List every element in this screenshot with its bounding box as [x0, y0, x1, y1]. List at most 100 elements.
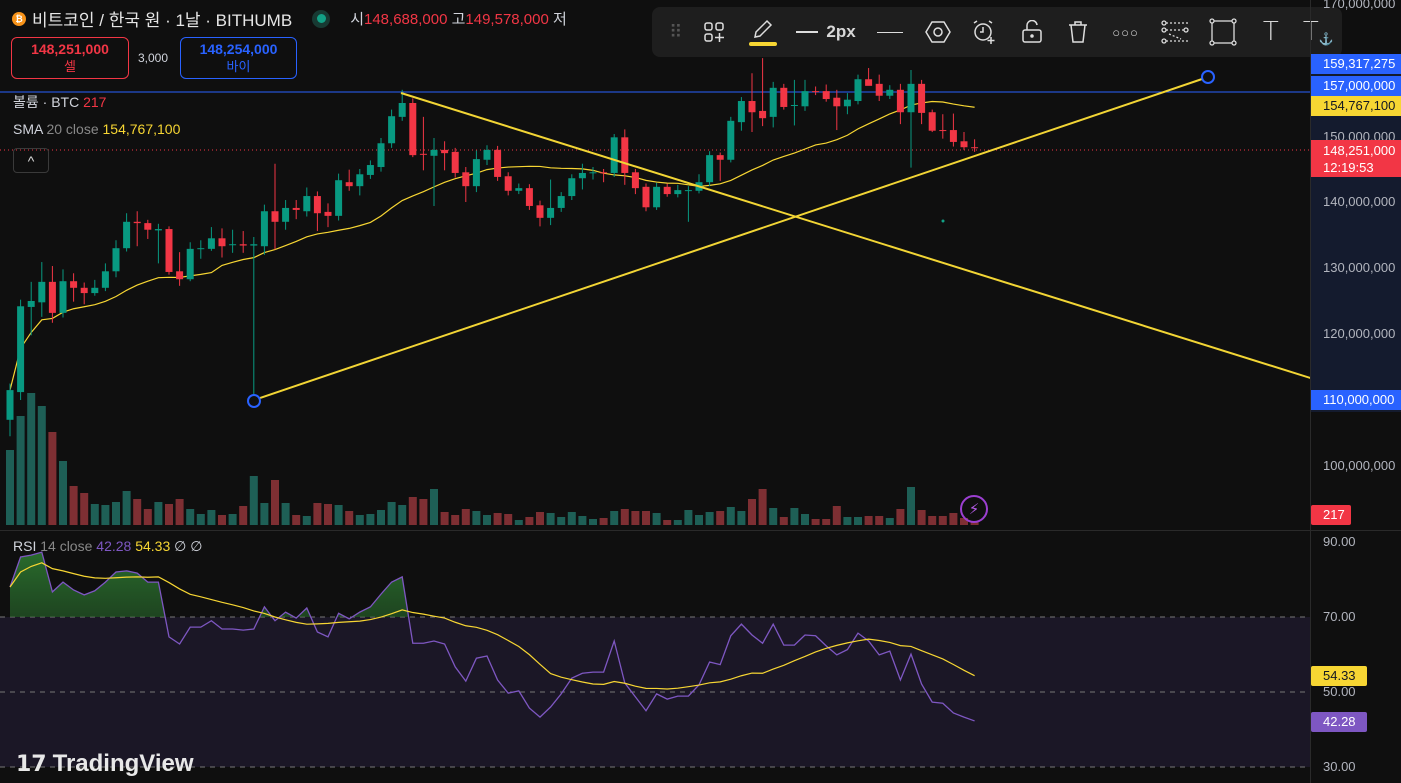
- volume-bar: [928, 516, 937, 525]
- trash-icon[interactable]: [1055, 12, 1100, 52]
- candle-body: [547, 207, 555, 218]
- candle-body: [27, 301, 35, 307]
- sell-button[interactable]: 148,251,000 셀: [11, 37, 129, 79]
- candle-body: [600, 172, 608, 174]
- volume-legend[interactable]: 볼륨 · BTC 217: [13, 92, 106, 112]
- candle-body: [854, 79, 862, 102]
- volume-bar: [154, 502, 163, 525]
- candle-body: [186, 248, 194, 280]
- volume-bar: [122, 491, 131, 525]
- collapse-legend-button[interactable]: ^: [13, 148, 49, 173]
- line-style-icon[interactable]: [866, 12, 915, 52]
- candle-body: [345, 182, 353, 187]
- candle-body: [631, 172, 639, 189]
- candle-body: [515, 188, 523, 191]
- anchor-price-label: 110,000,000: [1311, 390, 1401, 410]
- lightning-icon[interactable]: ⚡: [960, 495, 988, 523]
- candle-body: [642, 186, 650, 208]
- trend-line-anchor-start[interactable]: [247, 394, 261, 408]
- volume-bar: [652, 513, 661, 525]
- volume-legend-value: 217: [83, 94, 107, 110]
- candle-body: [960, 141, 968, 148]
- volume-bar: [620, 509, 629, 525]
- line-width-button[interactable]: 2px: [787, 12, 866, 52]
- trend-line-anchor-end[interactable]: [1201, 70, 1215, 84]
- volume-bar: [355, 515, 364, 525]
- volume-bar: [408, 497, 417, 525]
- rsi-legend-value: 42.28: [96, 538, 132, 554]
- drag-handle-icon[interactable]: ⠿: [669, 21, 683, 42]
- candle-body: [123, 221, 131, 249]
- candle-body: [207, 238, 215, 249]
- volume-bar: [218, 515, 226, 525]
- volume-bar: [631, 511, 640, 525]
- buy-button[interactable]: 148,254,000 바이: [180, 37, 297, 79]
- sma-legend-label: SMA: [13, 121, 43, 137]
- volume-bar: [737, 511, 746, 525]
- text-icon[interactable]: T: [1262, 17, 1279, 47]
- volume-legend-label: 볼륨 · BTC: [13, 94, 80, 110]
- volume-bar: [599, 518, 608, 525]
- volume-bar: [366, 514, 375, 525]
- buy-label: 바이: [226, 59, 251, 74]
- more-icon[interactable]: ○○○: [1112, 24, 1139, 40]
- volume-bar: [271, 480, 279, 525]
- candle-body: [822, 91, 830, 100]
- volume-bar: [832, 506, 841, 525]
- volume-bar: [578, 516, 587, 525]
- candle-body: [133, 221, 141, 224]
- sell-label: 셀: [64, 59, 76, 74]
- sma-legend[interactable]: SMA 20 close 154,767,100: [13, 121, 180, 137]
- price-chart[interactable]: [0, 0, 1310, 530]
- drawing-toolbar[interactable]: ⠿ 2px ○○○ T T ⚓: [652, 7, 1342, 57]
- symbol-title[interactable]: 비트코인 / 한국 원 · 1날 · BITHUMB: [32, 11, 293, 30]
- rsi-legend-extra2: ∅: [190, 538, 203, 554]
- volume-axis-label: 217: [1311, 505, 1351, 525]
- add-template-icon[interactable]: [690, 12, 739, 52]
- pane-separator[interactable]: [0, 530, 1401, 531]
- add-alert-icon[interactable]: [960, 12, 1007, 52]
- candle-body: [197, 248, 205, 250]
- trend-line-down[interactable]: [400, 92, 1310, 381]
- volume-bar: [843, 517, 852, 525]
- candle-body: [865, 79, 873, 86]
- candle-body: [494, 149, 502, 177]
- volume-bar: [811, 519, 820, 525]
- candle-body: [706, 155, 714, 183]
- object-tree-icon[interactable]: [1150, 12, 1199, 52]
- candle-body: [833, 97, 841, 107]
- rsi-chart[interactable]: [0, 533, 1310, 783]
- pencil-icon[interactable]: [739, 12, 786, 52]
- symbol-header[interactable]: ₿ 비트코인 / 한국 원 · 1날 · BITHUMB 시148,688,00…: [12, 6, 567, 31]
- candle-body: [356, 174, 364, 187]
- volume-bar: [748, 499, 756, 525]
- volume-bar: [419, 499, 428, 525]
- volume-bar: [430, 489, 438, 525]
- candle-body: [472, 159, 480, 187]
- volume-bar: [514, 520, 523, 525]
- volume-bar: [324, 504, 332, 525]
- candle-body: [409, 103, 417, 156]
- rsi-ma-axis-label: 54.33: [1311, 666, 1367, 686]
- price-axis[interactable]: [1310, 0, 1401, 783]
- volume-bar: [69, 486, 78, 525]
- candle-body: [780, 87, 788, 107]
- candle-body: [313, 196, 321, 214]
- trend-line-up[interactable]: [253, 76, 1209, 401]
- settings-hex-icon[interactable]: [915, 12, 960, 52]
- candle-body: [48, 281, 56, 313]
- volume-bar: [175, 499, 184, 525]
- tradingview-logo[interactable]: 𝟭𝟳 TradingView: [16, 750, 194, 778]
- market-open-icon: [312, 9, 331, 28]
- rectangle-icon[interactable]: [1200, 12, 1247, 52]
- candle-body: [239, 244, 247, 246]
- unlock-icon[interactable]: [1008, 12, 1055, 52]
- rsi-legend[interactable]: RSI 14 close 42.28 54.33 ∅ ∅: [13, 538, 202, 555]
- candle-body: [769, 87, 777, 117]
- candle-body: [80, 287, 88, 294]
- volume-bar: [249, 476, 258, 525]
- bitcoin-icon: ₿: [12, 11, 26, 26]
- candle-body: [483, 149, 491, 160]
- rsi-axis-label: 42.28: [1311, 712, 1367, 732]
- volume-bar: [112, 502, 120, 525]
